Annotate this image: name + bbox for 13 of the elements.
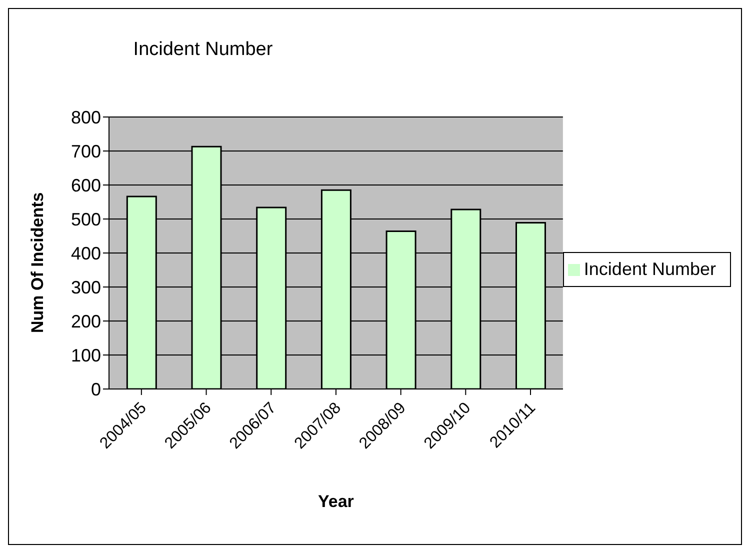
- y-tick-label: 500: [70, 209, 101, 230]
- x-axis-title: Year: [318, 492, 354, 511]
- y-tick-label: 800: [70, 107, 101, 128]
- chart-title: Incident Number: [132, 39, 274, 61]
- y-tick-label: 400: [70, 243, 101, 264]
- y-tick-label: 600: [70, 175, 101, 196]
- y-tick-label: 0: [90, 379, 101, 400]
- legend-label: Incident Number: [584, 258, 716, 278]
- y-tick-label: 300: [70, 277, 101, 298]
- y-tick-label: 700: [70, 141, 101, 162]
- y-tick-label: 200: [70, 311, 101, 332]
- y-axis-title: Num Of Incidents: [28, 192, 48, 333]
- y-tick-label: 100: [70, 345, 101, 366]
